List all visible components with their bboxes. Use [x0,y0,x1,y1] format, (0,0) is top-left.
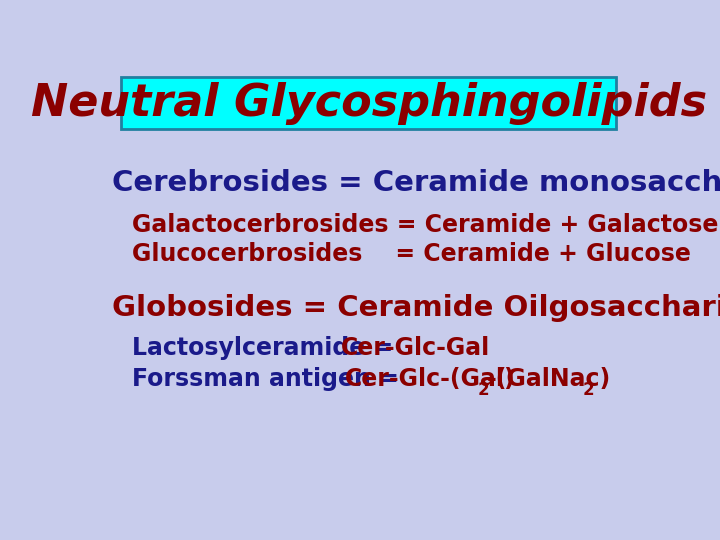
Text: Glucocerbrosides    = Ceramide + Glucose: Glucocerbrosides = Ceramide + Glucose [132,242,690,266]
Text: Forssman antigen =: Forssman antigen = [132,367,407,391]
Text: Globosides = Ceramide Oilgosaccharides: Globosides = Ceramide Oilgosaccharides [112,294,720,322]
Text: Cer-Glc-(Gal): Cer-Glc-(Gal) [345,367,516,391]
Text: Cerebrosides = Ceramide monosaccharides: Cerebrosides = Ceramide monosaccharides [112,170,720,197]
Text: 2: 2 [582,381,594,400]
Text: Neutral Glycosphingolipids: Neutral Glycosphingolipids [31,82,707,125]
Text: Cer-Glc-Gal: Cer-Glc-Gal [341,335,490,360]
Text: Lactosylceramide =: Lactosylceramide = [132,335,401,360]
Text: -(GalNac): -(GalNac) [487,367,611,391]
FancyBboxPatch shape [121,77,616,129]
Text: Galactocerbrosides = Ceramide + Galactose: Galactocerbrosides = Ceramide + Galactos… [132,213,719,237]
Text: 2: 2 [477,381,489,400]
